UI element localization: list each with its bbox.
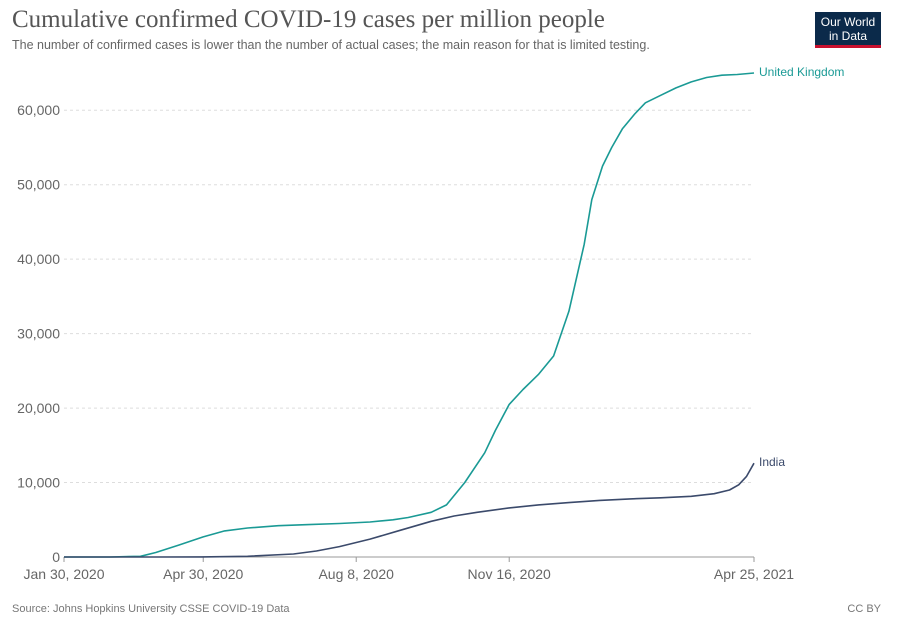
series-label-india[interactable]: India — [759, 455, 785, 469]
x-tick-label: Jan 30, 2020 — [24, 566, 105, 582]
series-line-india[interactable] — [64, 462, 755, 558]
chart-title: Cumulative confirmed COVID-19 cases per … — [12, 6, 605, 33]
series-label-united-kingdom[interactable]: United Kingdom — [759, 65, 844, 79]
source-note[interactable]: Source: Johns Hopkins University CSSE CO… — [12, 603, 290, 615]
x-tick-label: Apr 25, 2021 — [714, 566, 794, 582]
y-tick-label: 50,000 — [17, 177, 60, 193]
y-tick-label: 40,000 — [17, 251, 60, 267]
y-tick-label: 10,000 — [17, 475, 60, 491]
logo-line-2: in Data — [828, 29, 868, 43]
logo-line-1: Our World — [820, 15, 876, 29]
x-tick-label: Apr 30, 2020 — [163, 566, 243, 582]
owid-logo[interactable]: Our World in Data — [815, 12, 881, 48]
line-chart: 0 10,000 20,000 30,000 40,000 50,000 60,000 Jan… — [17, 65, 844, 582]
license-link[interactable]: CC BY — [847, 603, 881, 615]
y-tick-label: 0 — [52, 549, 60, 565]
y-tick-label: 30,000 — [17, 326, 60, 342]
y-tick-label: 20,000 — [17, 400, 60, 416]
series-line-united-kingdom[interactable] — [64, 72, 755, 558]
x-tick-label: Nov 16, 2020 — [468, 566, 551, 582]
y-tick-label: 60,000 — [17, 102, 60, 118]
x-tick-label: Aug 8, 2020 — [318, 566, 394, 582]
chart-subtitle: The number of confirmed cases is lower t… — [12, 38, 650, 52]
